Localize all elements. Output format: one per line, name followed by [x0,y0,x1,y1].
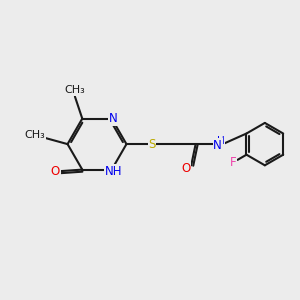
Text: H: H [217,136,224,146]
Text: CH₃: CH₃ [64,85,85,95]
Text: S: S [148,138,156,151]
Text: CH₃: CH₃ [24,130,45,140]
Text: N: N [109,112,118,125]
Text: O: O [51,165,60,178]
Text: NH: NH [104,165,122,178]
Text: N: N [213,139,222,152]
Text: O: O [181,162,190,175]
Text: F: F [230,156,236,169]
